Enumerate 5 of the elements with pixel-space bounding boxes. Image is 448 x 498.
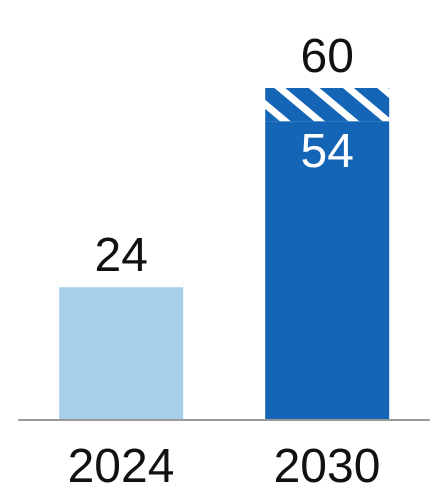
total-label: 24 — [94, 229, 148, 282]
total-label: 60 — [300, 30, 354, 83]
x-tick-label: 2030 — [274, 440, 380, 494]
data-label: 54 — [300, 125, 354, 178]
x-tick-label: 2024 — [68, 440, 174, 494]
